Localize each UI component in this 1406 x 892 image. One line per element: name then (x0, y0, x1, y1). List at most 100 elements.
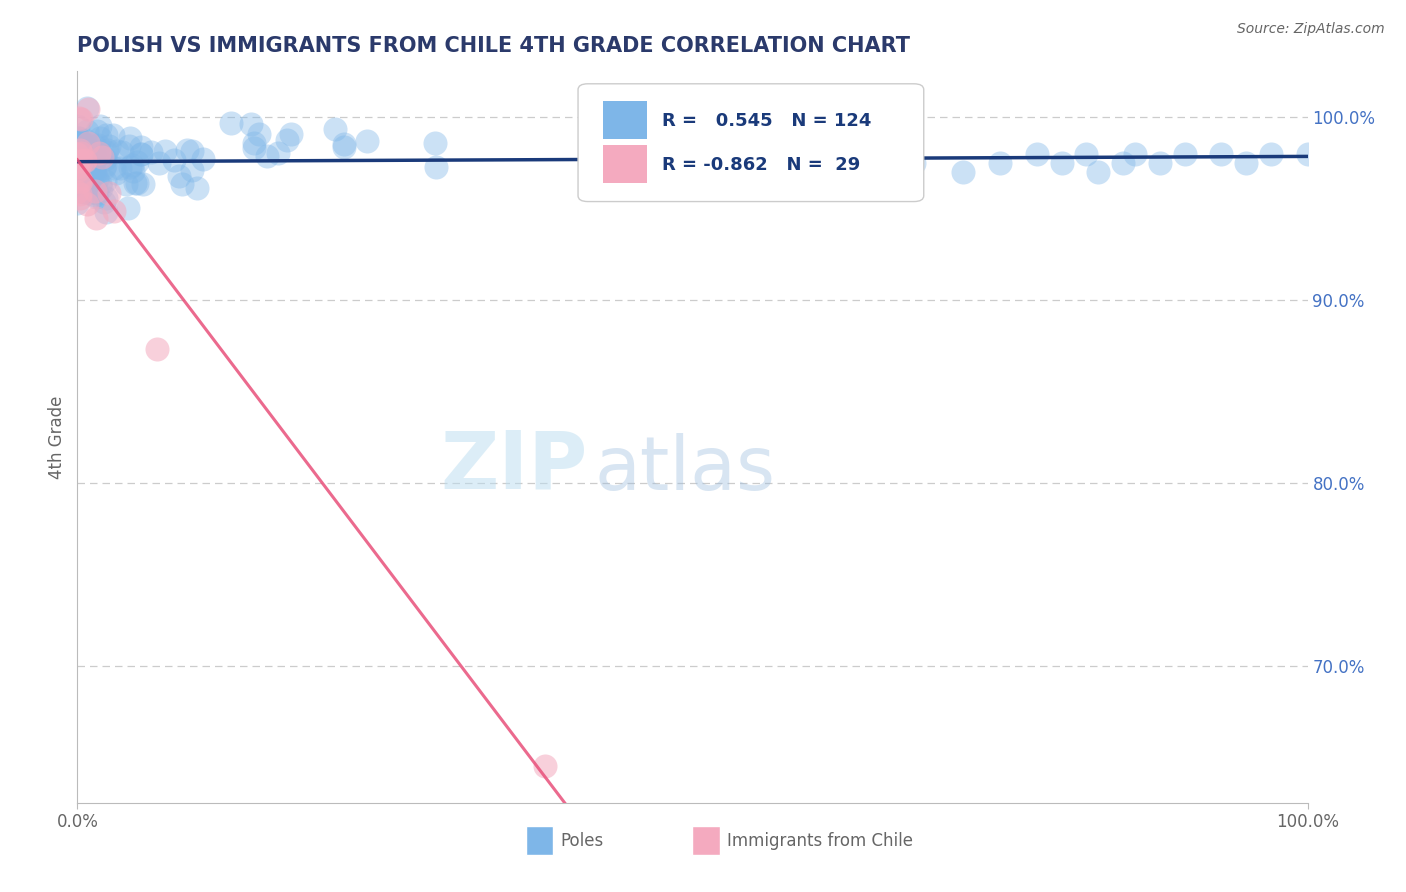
Point (67, 131, 90, 145)
Point (219, 116, 242, 130)
Point (276, 133, 298, 147)
Point (67, 165, 90, 179)
Point (186, 181, 208, 195)
Point (86, 152, 108, 166)
Point (127, 177, 149, 191)
Point (69, 154, 91, 169)
Point (1174, 146, 1197, 161)
Point (425, 136, 447, 150)
Point (96, 128, 118, 142)
Point (866, 165, 889, 179)
Point (804, 155, 827, 169)
Point (1026, 146, 1049, 161)
Point (73, 133, 96, 147)
Point (84, 211, 107, 225)
Point (84, 190, 107, 204)
Y-axis label: 4th Grade: 4th Grade (48, 395, 66, 479)
Point (67, 153, 90, 167)
Point (356, 134, 378, 148)
Point (169, 169, 191, 183)
Point (66, 167, 89, 181)
Point (66, 136, 89, 150)
Point (77, 102, 100, 116)
Point (73, 170, 96, 185)
Point (69, 173, 91, 187)
Point (66, 140, 89, 154)
Point (1050, 155, 1073, 169)
Point (84, 145, 107, 160)
Point (84, 188, 107, 202)
Point (70, 145, 93, 160)
Point (105, 144, 128, 158)
Point (66, 167, 89, 181)
Point (1076, 146, 1098, 161)
Point (72, 136, 94, 150)
Point (80, 154, 103, 169)
Point (247, 127, 270, 141)
Bar (693, 826, 720, 855)
Point (82, 166, 104, 180)
Point (332, 137, 354, 152)
Point (69, 186, 91, 201)
Point (77, 136, 100, 151)
Point (534, 759, 557, 773)
Point (84, 177, 107, 191)
Point (129, 146, 152, 161)
Point (75, 164, 97, 178)
Point (94, 174, 117, 188)
Point (93, 194, 115, 209)
Point (280, 128, 302, 142)
Point (84, 139, 107, 153)
Point (69, 191, 91, 205)
Point (120, 130, 142, 145)
Text: POLISH VS IMMIGRANTS FROM CHILE 4TH GRADE CORRELATION CHART: POLISH VS IMMIGRANTS FROM CHILE 4TH GRAD… (77, 36, 910, 56)
Point (94, 158, 117, 172)
Point (77, 167, 100, 181)
Point (70, 170, 93, 185)
Point (69, 172, 91, 186)
Point (82, 164, 104, 178)
Point (103, 128, 125, 143)
Point (1296, 146, 1319, 161)
Point (170, 177, 193, 191)
Text: Source: ZipAtlas.com: Source: ZipAtlas.com (1237, 22, 1385, 37)
Point (82, 161, 104, 175)
Point (333, 140, 356, 154)
Point (76, 101, 98, 115)
Point (76, 124, 98, 138)
Point (86, 172, 108, 186)
Point (66, 159, 89, 173)
Point (129, 147, 152, 161)
Point (90, 181, 112, 195)
Point (66, 153, 89, 168)
Point (323, 121, 346, 136)
Point (267, 145, 290, 160)
Bar (603, 102, 647, 139)
Point (66, 153, 89, 168)
Point (76, 196, 98, 211)
Point (1087, 165, 1109, 179)
Point (73, 137, 96, 152)
Text: R = -0.862   N =  29: R = -0.862 N = 29 (662, 156, 860, 174)
Point (1211, 146, 1233, 161)
Text: Poles: Poles (561, 832, 605, 850)
Point (67, 131, 90, 145)
Point (425, 161, 447, 175)
Point (1125, 146, 1147, 161)
Point (139, 145, 162, 159)
Point (66, 147, 89, 161)
Point (103, 204, 125, 219)
Point (89, 131, 111, 145)
Point (93, 161, 115, 175)
Point (242, 141, 264, 155)
Point (176, 144, 198, 158)
Point (67, 112, 90, 126)
Point (111, 145, 134, 159)
Point (80, 145, 103, 159)
Text: R =   0.545   N = 124: R = 0.545 N = 124 (662, 112, 872, 130)
Point (163, 153, 186, 167)
Point (70, 112, 93, 126)
Point (191, 153, 214, 167)
Point (988, 155, 1011, 169)
Point (132, 177, 155, 191)
